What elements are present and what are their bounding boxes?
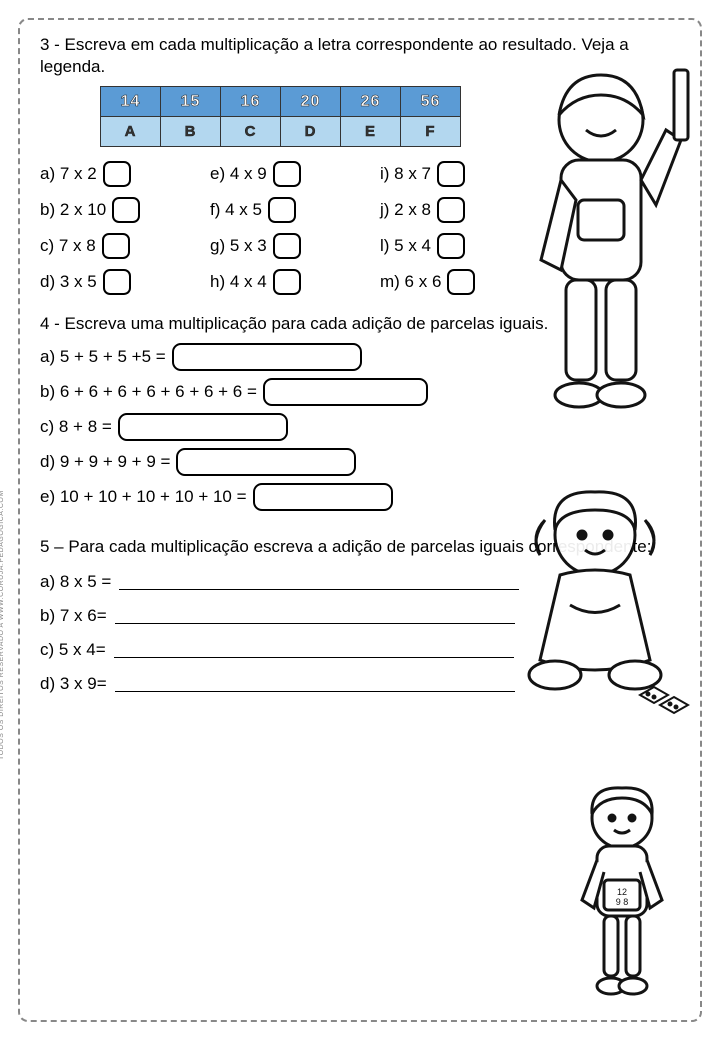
legend-let-cell: D (281, 117, 341, 147)
answer-line[interactable] (114, 642, 514, 658)
legend-row-numbers: 14 15 16 20 26 56 (101, 87, 461, 117)
q3-item: c) 7 x 8 (40, 233, 198, 259)
answer-box[interactable] (263, 378, 428, 406)
q4-item-label: d) 9 + 9 + 9 + 9 = (40, 452, 170, 472)
q4-item-label: e) 10 + 10 + 10 + 10 + 10 = (40, 487, 247, 507)
legend-let-cell: B (161, 117, 221, 147)
answer-box[interactable] (273, 269, 301, 295)
answer-box[interactable] (447, 269, 475, 295)
worksheet-page: 3 - Escreva em cada multiplicação a letr… (18, 18, 702, 1022)
svg-text:12: 12 (617, 887, 627, 897)
q4-item-label: a) 5 + 5 + 5 +5 = (40, 347, 166, 367)
q5-item-label: b) 7 x 6= (40, 606, 107, 626)
answer-box[interactable] (253, 483, 393, 511)
q5-item-label: c) 5 x 4= (40, 640, 106, 660)
legend-let-cell: A (101, 117, 161, 147)
copyright-text: TODOS OS DIREITOS RESERVADO A WWW.CORUJA… (0, 490, 5, 760)
q3-item: b) 2 x 10 (40, 197, 198, 223)
legend-num-cell: 20 (281, 87, 341, 117)
legend-num-cell: 14 (101, 87, 161, 117)
q3-item-label: a) 7 x 2 (40, 164, 97, 184)
q3-item: h) 4 x 4 (210, 269, 368, 295)
q3-item-label: h) 4 x 4 (210, 272, 267, 292)
answer-box[interactable] (437, 161, 465, 187)
q4-item-label: b) 6 + 6 + 6 + 6 + 6 + 6 + 6 = (40, 382, 257, 402)
q3-item: f) 4 x 5 (210, 197, 368, 223)
answer-box[interactable] (273, 233, 301, 259)
girl-standing-illustration-icon: 12 9 8 (562, 780, 682, 1010)
legend-table: 14 15 16 20 26 56 A B C D E F (100, 86, 461, 147)
q3-item-label: e) 4 x 9 (210, 164, 267, 184)
answer-box[interactable] (172, 343, 362, 371)
q3-item-label: c) 7 x 8 (40, 236, 96, 256)
q3-item-label: d) 3 x 5 (40, 272, 97, 292)
answer-box[interactable] (176, 448, 356, 476)
answer-box[interactable] (437, 233, 465, 259)
legend-num-cell: 56 (401, 87, 461, 117)
q3-item: a) 7 x 2 (40, 161, 198, 187)
legend-let-cell: F (401, 117, 461, 147)
boy-illustration-icon (506, 60, 706, 430)
legend-let-cell: C (221, 117, 281, 147)
q4-item: d) 9 + 9 + 9 + 9 = (40, 448, 680, 476)
legend-num-cell: 16 (221, 87, 281, 117)
answer-line[interactable] (115, 676, 515, 692)
answer-line[interactable] (115, 608, 515, 624)
legend-row-letters: A B C D E F (101, 117, 461, 147)
legend-num-cell: 26 (341, 87, 401, 117)
q3-item-label: b) 2 x 10 (40, 200, 106, 220)
answer-box[interactable] (103, 161, 131, 187)
q3-item-label: g) 5 x 3 (210, 236, 267, 256)
q3-item: e) 4 x 9 (210, 161, 368, 187)
answer-box[interactable] (268, 197, 296, 223)
q5-item-label: a) 8 x 5 = (40, 572, 111, 592)
answer-box[interactable] (273, 161, 301, 187)
answer-box[interactable] (118, 413, 288, 441)
answer-box[interactable] (103, 269, 131, 295)
q3-item: g) 5 x 3 (210, 233, 368, 259)
answer-box[interactable] (112, 197, 140, 223)
answer-line[interactable] (119, 574, 519, 590)
q4-item-label: c) 8 + 8 = (40, 417, 112, 437)
girl-sitting-illustration-icon (500, 480, 690, 720)
q3-item-label: m) 6 x 6 (380, 272, 441, 292)
legend-let-cell: E (341, 117, 401, 147)
q3-item-label: j) 2 x 8 (380, 200, 431, 220)
q3-item-label: l) 5 x 4 (380, 236, 431, 256)
answer-box[interactable] (102, 233, 130, 259)
q3-item-label: f) 4 x 5 (210, 200, 262, 220)
q5-item-label: d) 3 x 9= (40, 674, 107, 694)
q3-item: d) 3 x 5 (40, 269, 198, 295)
legend-num-cell: 15 (161, 87, 221, 117)
q3-item-label: i) 8 x 7 (380, 164, 431, 184)
answer-box[interactable] (437, 197, 465, 223)
svg-text:9 8: 9 8 (616, 897, 629, 907)
